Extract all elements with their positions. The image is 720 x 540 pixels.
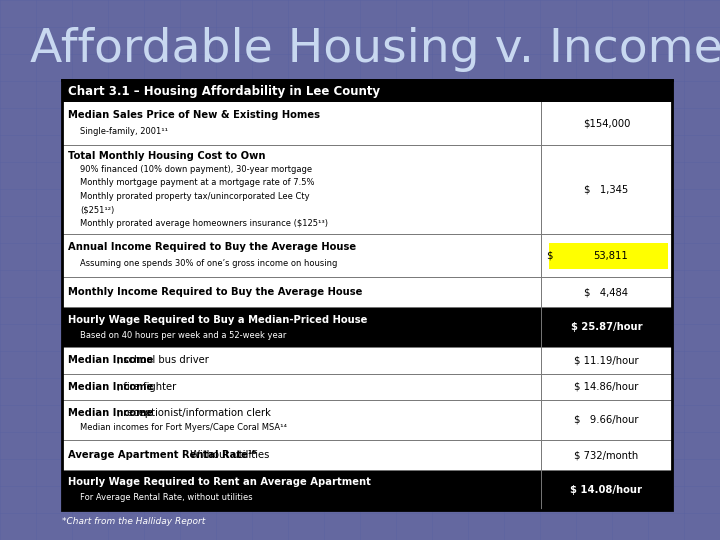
Bar [62, 102, 672, 145]
Text: , receptionist/information clerk: , receptionist/information clerk [117, 408, 271, 418]
Text: $154,000: $154,000 [582, 119, 630, 129]
Bar [62, 277, 672, 307]
Text: Median Income: Median Income [68, 355, 153, 366]
Text: Monthly prorated property tax/unincorporated Lee Cty: Monthly prorated property tax/unincorpor… [80, 192, 310, 201]
Text: 90% financed (10% down payment), 30-year mortgage: 90% financed (10% down payment), 30-year… [80, 165, 312, 174]
Text: $ 25.87/hour: $ 25.87/hour [571, 322, 642, 332]
Text: $   9.66/hour: $ 9.66/hour [574, 415, 639, 425]
Text: Monthly Income Required to Buy the Average House: Monthly Income Required to Buy the Avera… [68, 287, 362, 298]
Text: $: $ [546, 251, 552, 261]
Text: $ 14.86/hour: $ 14.86/hour [575, 382, 639, 392]
Text: For Average Rental Rate, without utilities: For Average Rental Rate, without utiliti… [80, 493, 253, 502]
Bar [62, 145, 672, 234]
Text: Monthly mortgage payment at a mortgage rate of 7.5%: Monthly mortgage payment at a mortgage r… [80, 178, 315, 187]
Bar [62, 470, 672, 510]
Text: $ 14.08/hour: $ 14.08/hour [570, 485, 642, 495]
Text: Single-family, 2001¹¹: Single-family, 2001¹¹ [80, 127, 168, 137]
Text: $ 732/month: $ 732/month [575, 450, 639, 460]
Text: Based on 40 hours per week and a 52-week year: Based on 40 hours per week and a 52-week… [80, 330, 287, 340]
Text: Total Monthly Housing Cost to Own: Total Monthly Housing Cost to Own [68, 151, 266, 161]
Text: Annual Income Required to Buy the Average House: Annual Income Required to Buy the Averag… [68, 242, 356, 252]
Text: Median Income: Median Income [68, 408, 153, 418]
Bar [62, 80, 672, 510]
Text: Hourly Wage Required to Buy a Median-Priced House: Hourly Wage Required to Buy a Median-Pri… [68, 315, 367, 325]
Text: Chart 3.1 – Housing Affordability in Lee County: Chart 3.1 – Housing Affordability in Lee… [68, 84, 380, 98]
Text: Monthly prorated average homeowners insurance ($125¹³): Monthly prorated average homeowners insu… [80, 219, 328, 228]
Text: ($251¹²): ($251¹²) [80, 205, 114, 214]
Bar [62, 440, 672, 470]
Bar [62, 347, 672, 374]
Text: , school bus driver: , school bus driver [117, 355, 209, 366]
Text: Hourly Wage Required to Rent an Average Apartment: Hourly Wage Required to Rent an Average … [68, 477, 371, 488]
Bar [62, 80, 672, 102]
Bar [549, 242, 668, 268]
Text: $   4,484: $ 4,484 [585, 287, 629, 298]
Text: *Chart from the Halliday Report: *Chart from the Halliday Report [62, 517, 205, 526]
Text: , fire fighter: , fire fighter [117, 382, 176, 392]
Bar [62, 374, 672, 400]
Text: Affordable Housing v. Incomes: Affordable Housing v. Incomes [30, 28, 720, 72]
Text: Median incomes for Fort Myers/Cape Coral MSA¹⁴: Median incomes for Fort Myers/Cape Coral… [80, 423, 287, 433]
Bar [62, 307, 672, 347]
Text: $   1,345: $ 1,345 [585, 185, 629, 194]
Text: $ 11.19/hour: $ 11.19/hour [574, 355, 639, 366]
Text: 53,811: 53,811 [593, 251, 628, 261]
Text: Assuming one spends 30% of one’s gross income on housing: Assuming one spends 30% of one’s gross i… [80, 259, 338, 268]
Bar [62, 400, 672, 440]
Bar [62, 234, 672, 277]
Text: Without utilities: Without utilities [184, 450, 269, 460]
Text: Median Sales Price of New & Existing Homes: Median Sales Price of New & Existing Hom… [68, 110, 320, 120]
Text: Average Apartment Rental Rate¹⁵: Average Apartment Rental Rate¹⁵ [68, 450, 257, 460]
Text: Median Income: Median Income [68, 382, 153, 392]
